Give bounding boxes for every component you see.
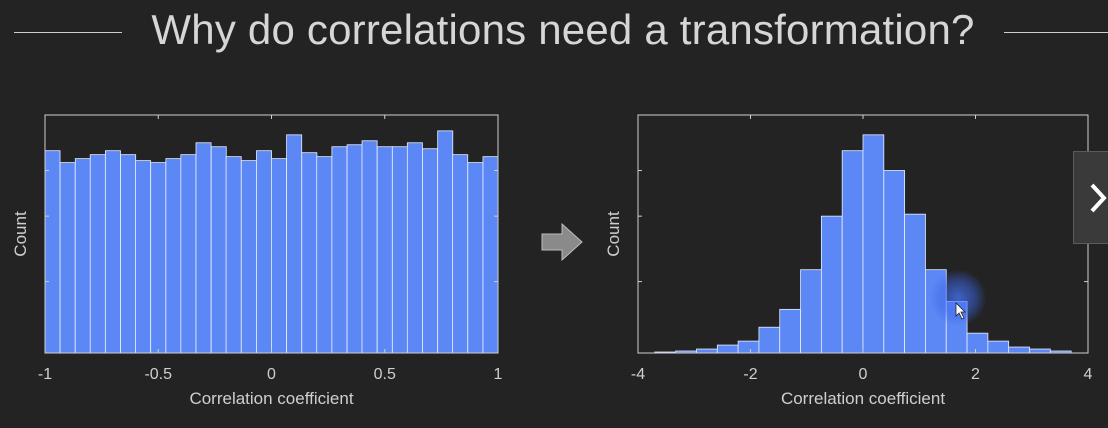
histogram-bar xyxy=(758,326,781,354)
histogram-bar xyxy=(104,150,121,354)
histogram-bar xyxy=(165,158,182,354)
histogram-bar xyxy=(406,142,423,354)
x-tick-label: -2 xyxy=(743,366,757,383)
histogram-bar xyxy=(696,348,718,354)
histogram-bar xyxy=(256,150,272,354)
title-rule-right xyxy=(1004,32,1108,33)
histogram-bar xyxy=(482,156,499,354)
histogram-bar xyxy=(1008,346,1030,354)
histogram-bar xyxy=(361,140,378,354)
histogram-bar xyxy=(716,344,739,354)
cursor-highlight xyxy=(930,270,986,326)
histogram-bar xyxy=(195,142,212,354)
chevron-right-icon xyxy=(1090,183,1107,213)
histogram-bar xyxy=(779,308,801,354)
histogram-bar xyxy=(286,134,303,354)
histogram-bar xyxy=(904,213,926,354)
histogram-bar xyxy=(987,340,1010,354)
y-axis-label: Count xyxy=(604,211,623,257)
x-tick-label: -4 xyxy=(631,366,645,383)
histogram-bar xyxy=(437,130,454,354)
histogram-bar xyxy=(210,146,227,354)
histogram-raw-correlations: -1 -0.5 0 0.5 1 Correlation coefficient Count xyxy=(11,114,503,408)
histogram-bar xyxy=(346,144,363,354)
x-axis-label: Correlation coefficient xyxy=(189,389,353,408)
x-tick-label: 1 xyxy=(494,366,503,383)
x-tick-label: 2 xyxy=(971,366,980,383)
histogram-bar xyxy=(59,162,76,354)
slide-title-bar: Why do correlations need a transformatio… xyxy=(0,0,1108,70)
histogram-bar xyxy=(883,170,906,354)
next-slide-button[interactable] xyxy=(1073,151,1108,244)
histogram-bar xyxy=(120,154,137,354)
x-tick-label: -0.5 xyxy=(144,366,172,383)
histogram-bar xyxy=(737,340,760,354)
x-axis-label: Correlation coefficient xyxy=(781,389,945,408)
histogram-bar xyxy=(331,146,348,354)
plot-area: -4 -2 0 2 4 xyxy=(631,114,1093,383)
histogram-bar xyxy=(452,154,469,354)
histogram-bar xyxy=(422,148,439,354)
histogram-bar xyxy=(89,154,106,354)
y-axis-label: Count xyxy=(11,211,30,257)
title-rule-left xyxy=(14,32,122,33)
histogram-transformed-correlations: -4 -2 0 2 4 Correlation coefficient Count xyxy=(604,114,1093,408)
x-tick-label: -1 xyxy=(38,366,52,383)
slide-title: Why do correlations need a transformatio… xyxy=(151,6,975,53)
histogram-bar xyxy=(316,156,333,354)
histogram-bar xyxy=(240,160,257,354)
histogram-bar xyxy=(74,158,91,354)
x-tick-label: 0 xyxy=(859,366,868,383)
histogram-bar xyxy=(841,150,864,354)
right-arrow-icon xyxy=(541,222,583,262)
histogram-bar xyxy=(271,158,287,354)
mouse-pointer-icon xyxy=(955,302,966,320)
histogram-bar xyxy=(1029,348,1051,354)
histogram-bar xyxy=(800,269,822,354)
histogram-bar xyxy=(376,146,393,354)
histogram-bar xyxy=(225,156,242,354)
histogram-bar xyxy=(391,146,408,354)
histogram-bar xyxy=(44,150,61,354)
plot-area: -1 -0.5 0 0.5 1 xyxy=(38,114,503,383)
histogram-bar xyxy=(820,215,843,354)
x-tick-label: 0.5 xyxy=(374,366,396,383)
histogram-bar xyxy=(467,162,484,354)
x-tick-label: 4 xyxy=(1084,366,1093,383)
histogram-bar xyxy=(966,332,989,354)
histogram-bar xyxy=(180,154,197,354)
x-tick-label: 0 xyxy=(267,366,276,383)
histogram-bar xyxy=(150,162,167,354)
histogram-bar xyxy=(862,134,885,354)
histogram-bar xyxy=(301,152,318,354)
histogram-bar xyxy=(135,160,152,354)
